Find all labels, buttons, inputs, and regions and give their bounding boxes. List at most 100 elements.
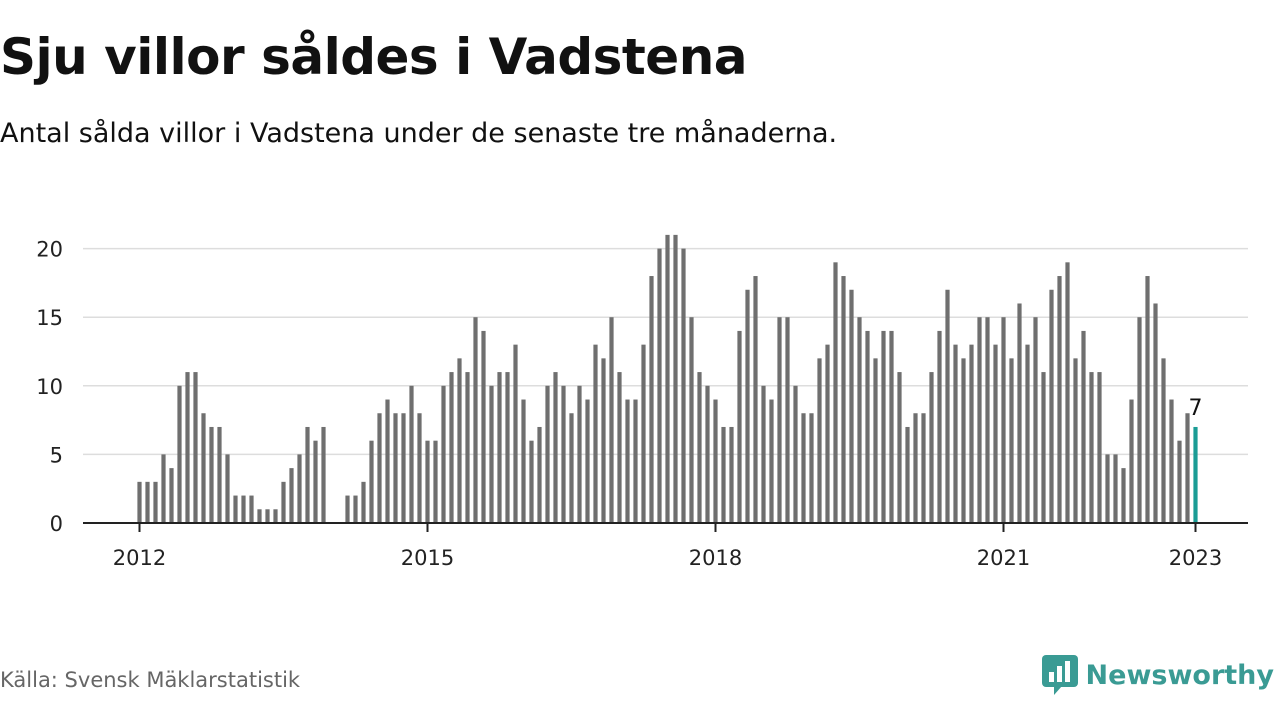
bar-chart: 0510152072012 2015 2018 2021 2023 [0,0,1280,620]
bar [577,386,581,523]
bar [1089,372,1093,523]
bar [1001,317,1005,523]
bar [497,372,501,523]
x-tick-label: 2015 [401,546,454,570]
bar [737,331,741,523]
bar [193,372,197,523]
bar [849,290,853,523]
bar [321,427,325,523]
bar [425,441,429,523]
bar [585,400,589,523]
bar [945,290,949,523]
y-tick-label: 0 [50,512,63,536]
bar [1025,345,1029,523]
bar [761,386,765,523]
bar [417,413,421,523]
y-tick-label: 10 [36,375,63,399]
bar [601,358,605,523]
bar [889,331,893,523]
bar [385,400,389,523]
bar [361,482,365,523]
bar [897,372,901,523]
bar [305,427,309,523]
bar [353,496,357,523]
brand-logo[interactable]: Newsworthy [1042,654,1274,696]
bar [937,331,941,523]
bar [569,413,573,523]
bar [313,441,317,523]
bar [1177,441,1181,523]
bar [769,400,773,523]
bar [785,317,789,523]
bar [449,372,453,523]
bar [153,482,157,523]
bar [865,331,869,523]
bar [441,386,445,523]
bar [697,372,701,523]
bar [433,441,437,523]
bar [929,372,933,523]
bar [721,427,725,523]
bar [273,509,277,523]
newsworthy-logo-icon [1042,655,1078,695]
bar [913,413,917,523]
bar [673,235,677,523]
bar [641,345,645,523]
bar [1081,331,1085,523]
bar [1105,454,1109,523]
bar [281,482,285,523]
bar [377,413,381,523]
bar [609,317,613,523]
source-text: Källa: Svensk Mäklarstatistik [0,668,300,692]
bar [545,386,549,523]
bar [465,372,469,523]
bar [1113,454,1117,523]
bar [1009,358,1013,523]
bar [881,331,885,523]
x-tick-label: 2021 [977,546,1030,570]
bar [1129,400,1133,523]
last-value-label: 7 [1189,396,1203,421]
bar [401,413,405,523]
bar [705,386,709,523]
bar [233,496,237,523]
bar [841,276,845,523]
bar [793,386,797,523]
bar [649,276,653,523]
bar [561,386,565,523]
bar [873,358,877,523]
bar [201,413,205,523]
bar [713,400,717,523]
bar [177,386,181,523]
bar [977,317,981,523]
bar [289,468,293,523]
bar [537,427,541,523]
bar [241,496,245,523]
x-tick-label: 2012 [113,546,166,570]
bar [625,400,629,523]
bar [481,331,485,523]
bar [393,413,397,523]
x-tick-label: 2023 [1169,546,1222,570]
bar [801,413,805,523]
bar [1153,303,1157,523]
bar [529,441,533,523]
bar [905,427,909,523]
bar [633,400,637,523]
bar [961,358,965,523]
bar [753,276,757,523]
bar [1041,372,1045,523]
bar [225,454,229,523]
bar [489,386,493,523]
bar [209,427,213,523]
bar [409,386,413,523]
bar [689,317,693,523]
bar [817,358,821,523]
bar [617,372,621,523]
bar [1049,290,1053,523]
bar [1065,262,1069,523]
bar [921,413,925,523]
bar [729,427,733,523]
bar [249,496,253,523]
bar [1073,358,1077,523]
